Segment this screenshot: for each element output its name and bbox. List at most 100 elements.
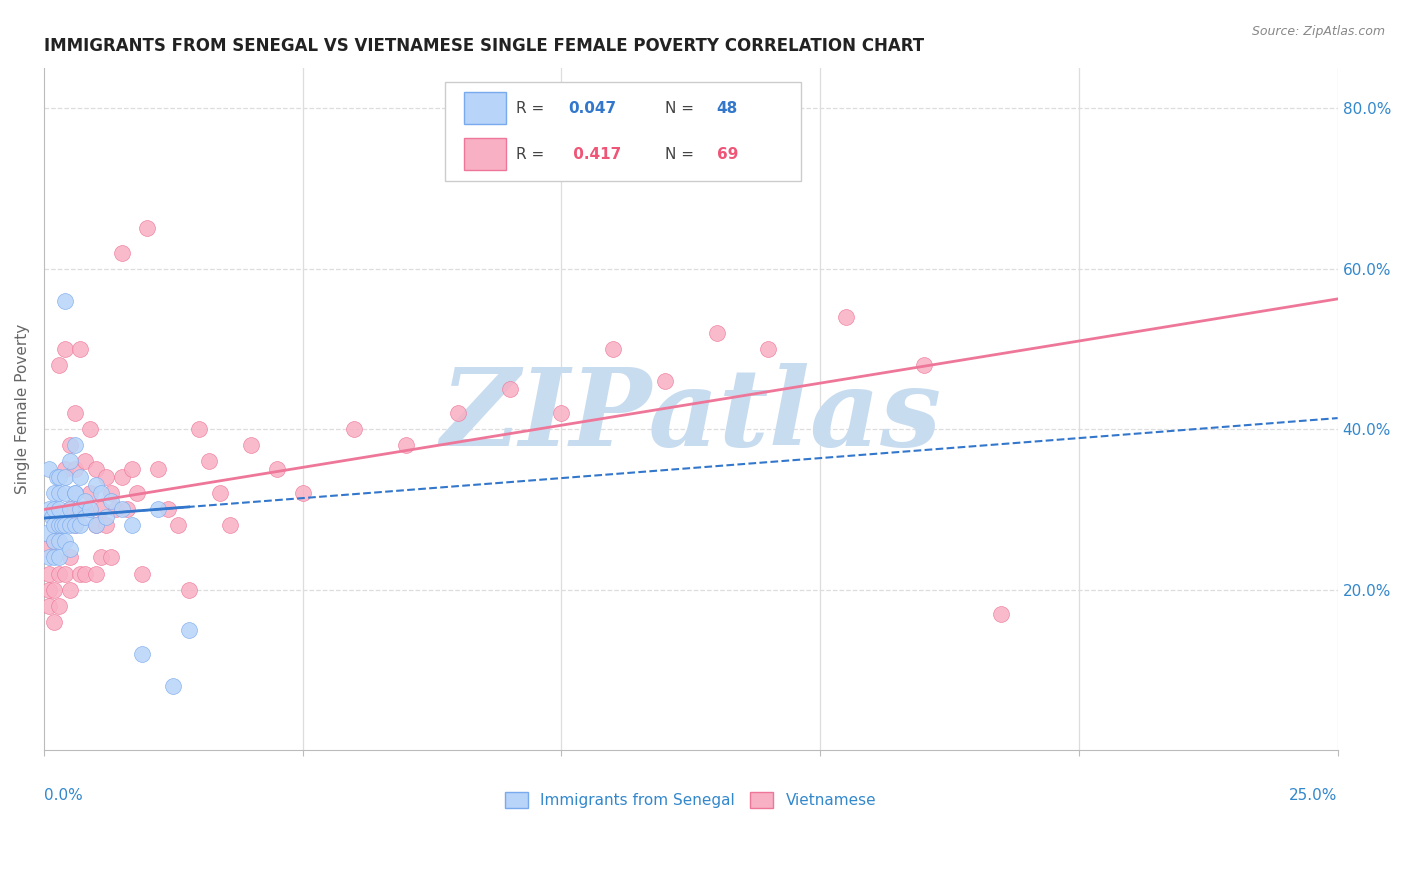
- Bar: [464, 137, 506, 170]
- Point: [45, 470, 67, 484]
- Point: [110, 470, 132, 484]
- Point: [121, 518, 143, 533]
- Point: [44, 502, 66, 516]
- Point: [63, 486, 86, 500]
- Text: R =: R =: [516, 101, 550, 116]
- Point: [44, 486, 66, 500]
- Text: R =: R =: [516, 146, 550, 161]
- Point: [59, 502, 82, 516]
- Point: [69, 342, 91, 356]
- Text: IMMIGRANTS FROM SENEGAL VS VIETNAMESE SINGLE FEMALE POVERTY CORRELATION CHART: IMMIGRANTS FROM SENEGAL VS VIETNAMESE SI…: [44, 37, 924, 55]
- Point: [266, 462, 288, 476]
- Point: [602, 342, 624, 356]
- Point: [84, 518, 107, 533]
- Point: [131, 566, 153, 581]
- Y-axis label: Single Female Poverty: Single Female Poverty: [15, 324, 30, 494]
- Point: [94, 518, 117, 533]
- Point: [90, 550, 112, 565]
- Point: [75, 494, 97, 508]
- Point: [84, 462, 107, 476]
- Point: [69, 470, 91, 484]
- Point: [48, 518, 70, 533]
- Text: 25.0%: 25.0%: [1289, 788, 1337, 803]
- Point: [198, 454, 221, 468]
- Point: [835, 310, 858, 324]
- Point: [550, 406, 572, 420]
- Point: [146, 462, 169, 476]
- Point: [63, 438, 86, 452]
- Text: 48: 48: [717, 101, 738, 116]
- Point: [44, 550, 66, 565]
- Point: [110, 502, 132, 516]
- Point: [38, 566, 60, 581]
- Point: [59, 502, 82, 516]
- Point: [38, 462, 60, 476]
- Point: [53, 518, 76, 533]
- Point: [44, 615, 66, 629]
- Point: [48, 566, 70, 581]
- Point: [110, 245, 132, 260]
- Point: [157, 502, 180, 516]
- Point: [395, 438, 418, 452]
- Point: [48, 486, 70, 500]
- Point: [162, 679, 184, 693]
- Text: 0.0%: 0.0%: [44, 788, 83, 803]
- Point: [188, 422, 211, 436]
- Point: [100, 486, 122, 500]
- Point: [219, 518, 242, 533]
- Point: [69, 502, 91, 516]
- Point: [44, 582, 66, 597]
- Point: [44, 534, 66, 549]
- Text: 0.417: 0.417: [568, 146, 621, 161]
- Point: [79, 422, 101, 436]
- Point: [59, 582, 82, 597]
- Point: [136, 221, 159, 235]
- Text: Source: ZipAtlas.com: Source: ZipAtlas.com: [1251, 25, 1385, 38]
- Point: [343, 422, 366, 436]
- Point: [79, 486, 101, 500]
- Point: [146, 502, 169, 516]
- Text: 0.047: 0.047: [568, 101, 616, 116]
- Point: [41, 510, 63, 524]
- Point: [53, 566, 76, 581]
- Point: [90, 502, 112, 516]
- Point: [291, 486, 314, 500]
- Point: [84, 478, 107, 492]
- Point: [706, 326, 728, 340]
- Point: [447, 406, 470, 420]
- Point: [51, 518, 73, 533]
- Point: [59, 542, 82, 557]
- Point: [38, 599, 60, 613]
- Point: [48, 550, 70, 565]
- FancyBboxPatch shape: [444, 81, 801, 180]
- Point: [115, 502, 138, 516]
- Point: [177, 582, 200, 597]
- Bar: [464, 92, 506, 124]
- Point: [44, 518, 66, 533]
- Point: [69, 502, 91, 516]
- Text: ZIPatlas: ZIPatlas: [440, 363, 942, 469]
- Point: [69, 566, 91, 581]
- Point: [48, 358, 70, 372]
- Point: [53, 293, 76, 308]
- Point: [100, 494, 122, 508]
- Point: [48, 470, 70, 484]
- Point: [35, 526, 58, 541]
- Point: [121, 462, 143, 476]
- Point: [105, 502, 128, 516]
- Point: [63, 518, 86, 533]
- Point: [90, 486, 112, 500]
- Point: [59, 438, 82, 452]
- Point: [498, 382, 520, 396]
- Point: [177, 623, 200, 637]
- Point: [990, 607, 1012, 621]
- Legend: Immigrants from Senegal, Vietnamese: Immigrants from Senegal, Vietnamese: [499, 786, 883, 814]
- Point: [75, 454, 97, 468]
- Point: [131, 647, 153, 661]
- Point: [38, 550, 60, 565]
- Point: [100, 550, 122, 565]
- Text: N =: N =: [665, 101, 699, 116]
- Point: [63, 462, 86, 476]
- Point: [84, 518, 107, 533]
- Point: [94, 510, 117, 524]
